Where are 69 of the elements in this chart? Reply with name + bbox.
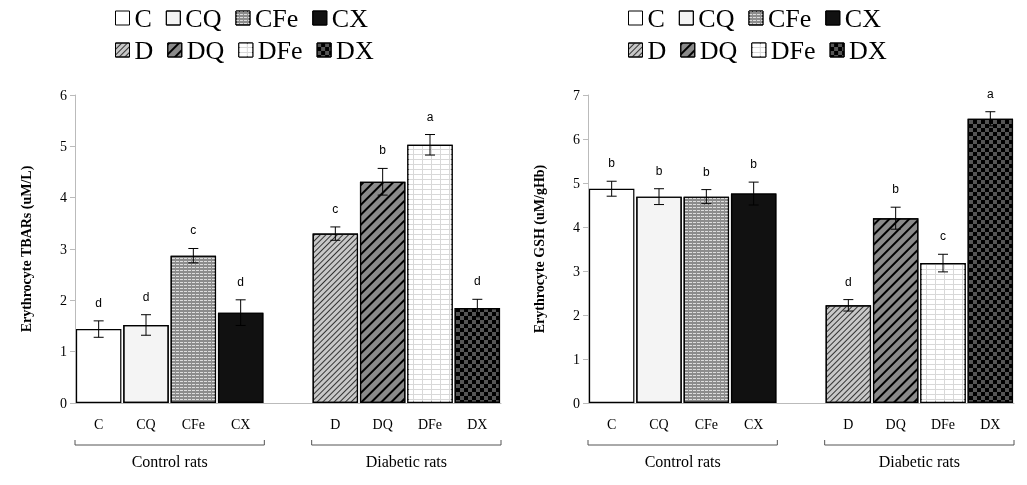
- data-label: a: [426, 109, 434, 124]
- legend-label: CX: [331, 3, 369, 33]
- y-tick-label: 2: [573, 307, 580, 323]
- legend-label: C: [647, 3, 665, 33]
- data-label: d: [95, 295, 103, 310]
- y-tick-label: 7: [573, 87, 580, 103]
- y-tick-label: 2: [60, 292, 67, 308]
- legend-label: DX: [336, 35, 374, 65]
- y-tick-label: 1: [573, 351, 580, 367]
- x-tick-label: DX: [467, 416, 488, 432]
- x-tick-label: CQ: [136, 416, 156, 432]
- x-tick-label: C: [606, 416, 617, 432]
- data-label: c: [940, 229, 946, 244]
- y-tick-label: 3: [60, 241, 67, 257]
- data-label: c: [332, 201, 339, 216]
- data-label: b: [750, 157, 758, 172]
- x-tick-label: DQ: [372, 416, 393, 432]
- text: Diabetic rats: [365, 452, 447, 470]
- x-tick-label: DFe: [417, 416, 443, 432]
- legend-label: CX: [844, 3, 882, 33]
- data-label: b: [892, 182, 900, 197]
- x-tick-label: DFe: [930, 416, 956, 432]
- legend-label: C: [134, 3, 152, 33]
- data-label: b: [702, 164, 710, 179]
- legend-label: CFe: [767, 3, 812, 33]
- x-tick-label: CX: [743, 416, 764, 432]
- x-tick-label: CFe: [694, 416, 719, 432]
- legend-label: D: [647, 35, 667, 65]
- y-axis-title: Erythrocyte GSH (uM/gHb): [531, 164, 548, 334]
- legend-label: CQ: [698, 3, 735, 33]
- text: Control rats: [644, 452, 721, 470]
- legend-label: DFe: [770, 35, 816, 65]
- y-tick-label: 4: [60, 190, 67, 206]
- legend-label: CQ: [185, 3, 222, 33]
- x-tick-label: C: [93, 416, 104, 432]
- data-label: c: [190, 223, 197, 238]
- legend-label: DQ: [186, 35, 225, 65]
- x-tick-label: CX: [230, 416, 251, 432]
- data-label: a: [986, 86, 994, 101]
- legend-label: DFe: [257, 35, 303, 65]
- data-label: d: [844, 274, 852, 289]
- legend-label: D: [134, 35, 154, 65]
- y-tick-label: 6: [60, 87, 67, 103]
- x-tick-label: CQ: [649, 416, 669, 432]
- x-tick-label: DQ: [885, 416, 906, 432]
- text: Control rats: [131, 452, 208, 470]
- y-tick-label: 6: [573, 131, 580, 147]
- x-tick-label: CFe: [181, 416, 206, 432]
- legend-label: DX: [849, 35, 887, 65]
- data-label: d: [142, 289, 150, 304]
- y-tick-label: 5: [573, 175, 580, 191]
- text: Diabetic rats: [878, 452, 960, 470]
- y-tick-label: 4: [573, 219, 580, 235]
- data-label: d: [473, 274, 481, 289]
- y-tick-label: 3: [573, 263, 580, 279]
- data-label: b: [608, 156, 616, 171]
- legend-label: DQ: [699, 35, 738, 65]
- y-axis-title: Erythrocyte TBARs (uM/L): [18, 165, 35, 333]
- data-label: b: [379, 143, 387, 158]
- x-tick-label: DX: [980, 416, 1001, 432]
- x-tick-label: D: [843, 416, 854, 432]
- data-label: b: [655, 163, 663, 178]
- y-tick-label: 1: [60, 344, 67, 360]
- y-tick-label: 0: [60, 395, 67, 411]
- data-label: d: [237, 274, 245, 289]
- y-tick-label: 5: [60, 138, 67, 154]
- legend-label: CFe: [254, 3, 299, 33]
- y-tick-label: 0: [573, 395, 580, 411]
- x-tick-label: D: [330, 416, 341, 432]
